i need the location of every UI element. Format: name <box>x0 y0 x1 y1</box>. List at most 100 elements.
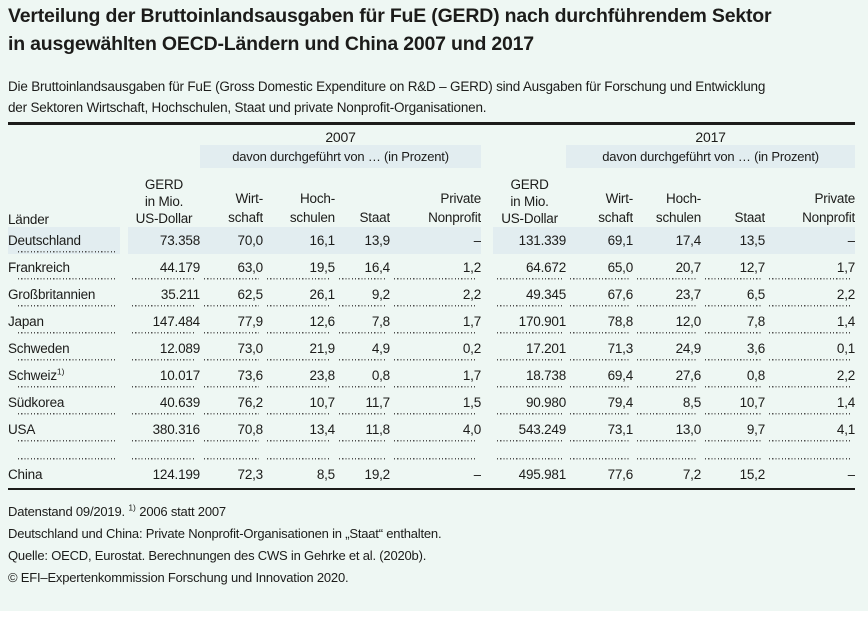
cell-value-2007-2: 10,7 <box>263 388 335 416</box>
cell-value-2017-3: 7,8 <box>701 307 766 335</box>
column-gap <box>120 416 128 443</box>
cell-value-2007-1: 70,8 <box>200 415 263 443</box>
col-header-hochschulen-2017: Hoch- schulen <box>633 168 701 227</box>
davon-band-2017: davon durchgeführt von … (in Prozent) <box>566 144 856 168</box>
cell-value-2017-1: 67,6 <box>566 280 634 308</box>
cell-country: Schweden <box>8 334 120 362</box>
cell-value-2007-3: 11,7 <box>335 388 390 416</box>
col-header-gerd-2007: GERD in Mio. US-Dollar <box>128 168 200 227</box>
footnote-line-3: Quelle: OECD, Eurostat. Berechnungen des… <box>8 548 427 563</box>
cell-country <box>8 442 120 461</box>
table-row: Südkorea 40.639 76,2 10,7 11,7 1,5 90.980 79,4 8… <box>8 388 856 416</box>
column-gap <box>120 281 128 308</box>
cell-value-2017-0: 131.339 <box>493 226 567 254</box>
cell-value-2017-2: 13,0 <box>633 415 702 443</box>
gerd-header-line: in Mio. <box>144 193 184 209</box>
cell-value-2007-4: 2,2 <box>390 280 482 308</box>
cell-value-2017-1: 78,8 <box>566 307 634 335</box>
cell-value-2017-1: 65,0 <box>566 253 634 281</box>
cell-value-2007-3 <box>335 442 390 461</box>
cell-value-2007-4: 1,7 <box>390 307 482 335</box>
cell-value-2017-1 <box>566 442 634 461</box>
column-gap <box>481 389 493 416</box>
cell-value-2017-1: 77,6 <box>607 466 634 482</box>
cell-value-2017-4: – <box>847 466 856 482</box>
cell-value-2017-2: 23,7 <box>633 280 702 308</box>
intro-text: Die Bruttoinlandsausgaben für FuE (Gross… <box>8 76 765 118</box>
col-header-line: Hoch- <box>299 190 335 206</box>
table-row: Großbritannien 35.211 62,5 26,1 9,2 2,2 49.345… <box>8 280 856 308</box>
cell-value-2007-2: 16,1 <box>263 226 335 254</box>
table-row: Frankreich 44.179 63,0 19,5 16,4 1,2 64.672 65,… <box>8 253 856 281</box>
cell-value-2007-1: 76,2 <box>200 388 263 416</box>
cell-country: Großbritannien <box>8 280 120 308</box>
cell-value-2007-0: 73.358 <box>128 226 200 254</box>
col-header-line: schulen <box>289 209 335 225</box>
col-header-line: Nonprofit <box>802 209 856 225</box>
cell-value-2007-4: 1,7 <box>390 361 482 389</box>
cell-value-2017-3: 0,8 <box>701 361 766 389</box>
cell-value-2007-4 <box>390 442 482 461</box>
col-header-laender: Länder <box>8 211 49 227</box>
cell-value-2017-2: 12,0 <box>633 307 702 335</box>
cell-value-2007-2: 19,5 <box>263 253 335 281</box>
column-gap <box>120 308 128 335</box>
cell-value-2007-1: 73,0 <box>200 334 263 362</box>
cell-value-2017-2: 17,4 <box>633 226 702 254</box>
band-row: davon durchgeführt von … (in Prozent) da… <box>8 144 856 168</box>
cell-value-2017-0 <box>493 442 567 461</box>
column-gap <box>120 335 128 362</box>
cell-value-2007-3: 7,8 <box>335 307 390 335</box>
column-gap <box>120 362 128 389</box>
cell-value-2007-1: 72,3 <box>237 466 263 482</box>
cell-value-2017-3: 3,6 <box>701 334 766 362</box>
cell-value-2007-2: 12,6 <box>263 307 335 335</box>
cell-value-2007-2: 13,4 <box>263 415 335 443</box>
cell-value-2007-3: 19,2 <box>364 466 390 482</box>
table-header: 2007 2017 davon durchgeführt von … (in P… <box>8 124 856 227</box>
col-header-line: Wirt- <box>605 190 634 206</box>
table-row: USA 380.316 70,8 13,4 11,8 4,0 543.249 73,1 13,0… <box>8 415 856 443</box>
col-header-staat-2007: Staat <box>359 209 390 225</box>
cell-value-2017-3: 10,7 <box>701 388 766 416</box>
cell-value-2017-2 <box>633 442 702 461</box>
column-gap <box>481 254 493 281</box>
cell-country: China <box>8 466 43 482</box>
cell-value-2017-4 <box>765 442 856 461</box>
column-gap <box>481 281 493 308</box>
footnote-marker: 1) <box>56 366 65 376</box>
cell-value-2017-0: 90.980 <box>493 388 567 416</box>
title-line-1: Verteilung der Bruttoinlandsausgaben für… <box>8 5 772 27</box>
year-row: 2007 2017 <box>8 124 855 145</box>
bottom-strip <box>0 611 868 618</box>
cell-value-2007-2 <box>263 442 335 461</box>
cell-value-2007-3: 4,9 <box>335 334 390 362</box>
column-gap <box>481 416 493 443</box>
cell-value-2007-3: 0,8 <box>335 361 390 389</box>
col-header-line: Wirt- <box>235 190 263 206</box>
col-header-line: Nonprofit <box>428 209 482 225</box>
cell-value-2017-1: 71,3 <box>566 334 634 362</box>
table-row: Schweden 12.089 73,0 21,9 4,9 0,2 17.201 71,3 24… <box>8 334 856 362</box>
intro-line-1: Die Bruttoinlandsausgaben für FuE (Gross… <box>8 79 766 94</box>
cell-value-2017-2: 24,9 <box>633 334 702 362</box>
cell-value-2007-2: 21,9 <box>263 334 335 362</box>
cell-value-2017-4: 1,4 <box>765 307 856 335</box>
footnote-marker: 1) <box>128 502 136 513</box>
cell-value-2007-3: 16,4 <box>335 253 390 281</box>
cell-value-2017-2: 27,6 <box>633 361 702 389</box>
gerd-table: 2007 2017 davon durchgeführt von … (in P… <box>8 122 856 490</box>
gerd-header-line: GERD <box>144 176 184 192</box>
column-gap <box>120 443 128 461</box>
cell-country: Deutschland <box>8 226 120 254</box>
col-header-wirtschaft-2007: Wirt- schaft <box>200 168 263 227</box>
cell-value-2017-0: 64.672 <box>493 253 567 281</box>
page-title: Verteilung der Bruttoinlandsausgaben für… <box>8 2 772 58</box>
cell-country: USA <box>8 415 120 443</box>
cell-value-2007-1 <box>200 442 263 461</box>
cell-value-2007-4: – <box>390 226 482 254</box>
cell-country: Schweiz1) <box>8 361 120 389</box>
cell-value-2007-0: 380.316 <box>128 415 200 443</box>
col-header-line: Private <box>814 190 856 206</box>
column-gap <box>481 362 493 389</box>
